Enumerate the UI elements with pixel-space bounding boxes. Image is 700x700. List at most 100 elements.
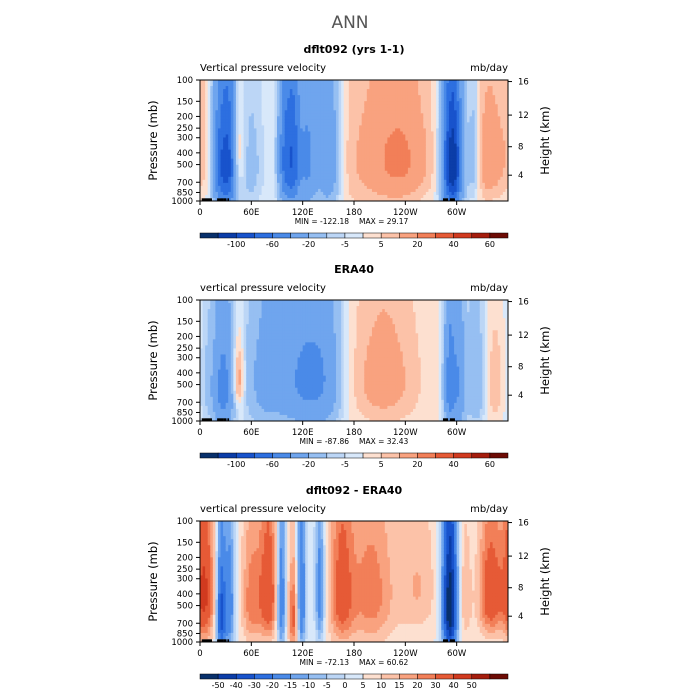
heatmap-cell bbox=[205, 128, 209, 132]
heatmap-cell bbox=[205, 89, 209, 93]
heatmap-cell bbox=[282, 89, 286, 93]
heatmap-cell bbox=[215, 116, 219, 120]
heatmap-cell bbox=[277, 125, 280, 129]
heatmap-cell bbox=[323, 116, 327, 120]
heatmap-cell bbox=[248, 104, 252, 108]
heatmap-cell bbox=[315, 101, 319, 105]
heatmap-cell bbox=[269, 122, 273, 126]
heatmap-cell bbox=[482, 188, 486, 193]
heatmap-cell bbox=[323, 188, 327, 193]
heatmap-cell bbox=[479, 176, 483, 181]
heatmap-cell bbox=[235, 143, 239, 147]
heatmap-cell bbox=[251, 170, 255, 175]
heatmap-cell bbox=[325, 149, 329, 153]
heatmap-cell bbox=[487, 122, 491, 126]
heatmap-cell bbox=[205, 321, 209, 325]
heatmap-cell bbox=[266, 194, 270, 199]
heatmap-cell bbox=[307, 197, 311, 201]
heatmap-cell bbox=[312, 176, 316, 181]
heatmap-cell bbox=[490, 149, 493, 153]
heatmap-cell bbox=[420, 167, 424, 172]
heatmap-cell bbox=[469, 146, 473, 150]
heatmap-cell bbox=[328, 131, 332, 135]
heatmap-cell bbox=[377, 134, 381, 138]
heatmap-cell bbox=[490, 197, 493, 201]
heatmap-cell bbox=[284, 86, 288, 90]
heatmap-cell bbox=[487, 128, 491, 132]
heatmap-cell bbox=[423, 137, 427, 141]
heatmap-cell bbox=[451, 104, 455, 108]
heatmap-cell bbox=[284, 155, 288, 160]
heatmap-cell bbox=[318, 110, 322, 114]
heatmap-cell bbox=[302, 107, 306, 111]
heatmap-cell bbox=[466, 149, 470, 153]
heatmap-cell bbox=[384, 98, 388, 102]
heatmap-cell bbox=[284, 137, 288, 141]
heatmap-cell bbox=[464, 182, 468, 187]
heatmap-cell bbox=[469, 110, 473, 114]
heatmap-cell bbox=[243, 110, 247, 114]
heatmap-cell bbox=[433, 119, 437, 123]
heatmap-cell bbox=[320, 188, 324, 193]
heatmap-cell bbox=[502, 86, 506, 90]
heatmap-cell bbox=[343, 149, 347, 153]
heatmap-cell bbox=[448, 149, 452, 153]
heatmap-cell bbox=[487, 107, 491, 111]
heatmap-cell bbox=[448, 107, 452, 111]
heatmap-cell bbox=[441, 137, 445, 141]
heatmap-cell bbox=[459, 179, 463, 184]
heatmap-cell bbox=[233, 98, 237, 102]
heatmap-cell bbox=[300, 173, 304, 178]
heatmap-cell bbox=[300, 113, 304, 117]
heatmap-cell bbox=[282, 122, 286, 126]
heatmap-cell bbox=[351, 197, 355, 201]
heatmap-cell bbox=[341, 146, 345, 150]
heatmap-cell bbox=[200, 387, 203, 392]
heatmap-cell bbox=[464, 191, 468, 196]
heatmap-cell bbox=[241, 122, 245, 126]
heatmap-cell bbox=[425, 113, 429, 117]
heatmap-cell bbox=[264, 131, 268, 135]
heatmap-cell bbox=[423, 95, 427, 99]
max-label: MAX = 29.17 bbox=[359, 217, 408, 226]
heatmap-cell bbox=[387, 113, 391, 117]
heatmap-cell bbox=[256, 119, 260, 123]
heatmap-cell bbox=[410, 185, 414, 190]
heatmap-cell bbox=[377, 131, 381, 135]
heatmap-cell bbox=[441, 146, 445, 150]
heatmap-cell bbox=[487, 182, 491, 187]
heatmap-cell bbox=[469, 119, 473, 123]
heatmap-cell bbox=[400, 188, 404, 193]
heatmap-cell bbox=[228, 122, 232, 126]
heatmap-cell bbox=[351, 134, 355, 138]
heatmap-cell bbox=[230, 194, 234, 199]
heatmap-cell bbox=[315, 137, 319, 141]
heatmap-cell bbox=[392, 164, 396, 169]
heatmap-cell bbox=[225, 80, 229, 84]
heatmap-cell bbox=[382, 104, 386, 108]
heatmap-cell bbox=[395, 119, 399, 123]
heatmap-cell bbox=[377, 125, 381, 129]
heatmap-cell bbox=[369, 158, 373, 163]
heatmap-cell bbox=[431, 173, 434, 178]
heatmap-cell bbox=[348, 164, 352, 169]
heatmap-cell bbox=[307, 83, 311, 87]
heatmap-cell bbox=[387, 137, 391, 141]
heatmap-cell bbox=[264, 98, 268, 102]
heatmap-cell bbox=[479, 152, 483, 157]
heatmap-cell bbox=[497, 131, 501, 135]
heatmap-cell bbox=[487, 164, 491, 169]
heatmap-cell bbox=[269, 83, 273, 87]
heatmap-cell bbox=[202, 155, 206, 160]
heatmap-cell bbox=[420, 188, 424, 193]
heatmap-cell bbox=[410, 83, 414, 87]
heatmap-cell bbox=[348, 128, 352, 132]
heatmap-cell bbox=[274, 104, 278, 108]
heatmap-cell bbox=[238, 131, 242, 135]
heatmap-cell bbox=[428, 128, 432, 132]
heatmap-cell bbox=[384, 134, 388, 138]
heatmap-cell bbox=[374, 119, 378, 123]
heatmap-cell bbox=[448, 194, 452, 199]
heatmap-cell bbox=[238, 107, 242, 111]
heatmap-cell bbox=[443, 161, 447, 166]
